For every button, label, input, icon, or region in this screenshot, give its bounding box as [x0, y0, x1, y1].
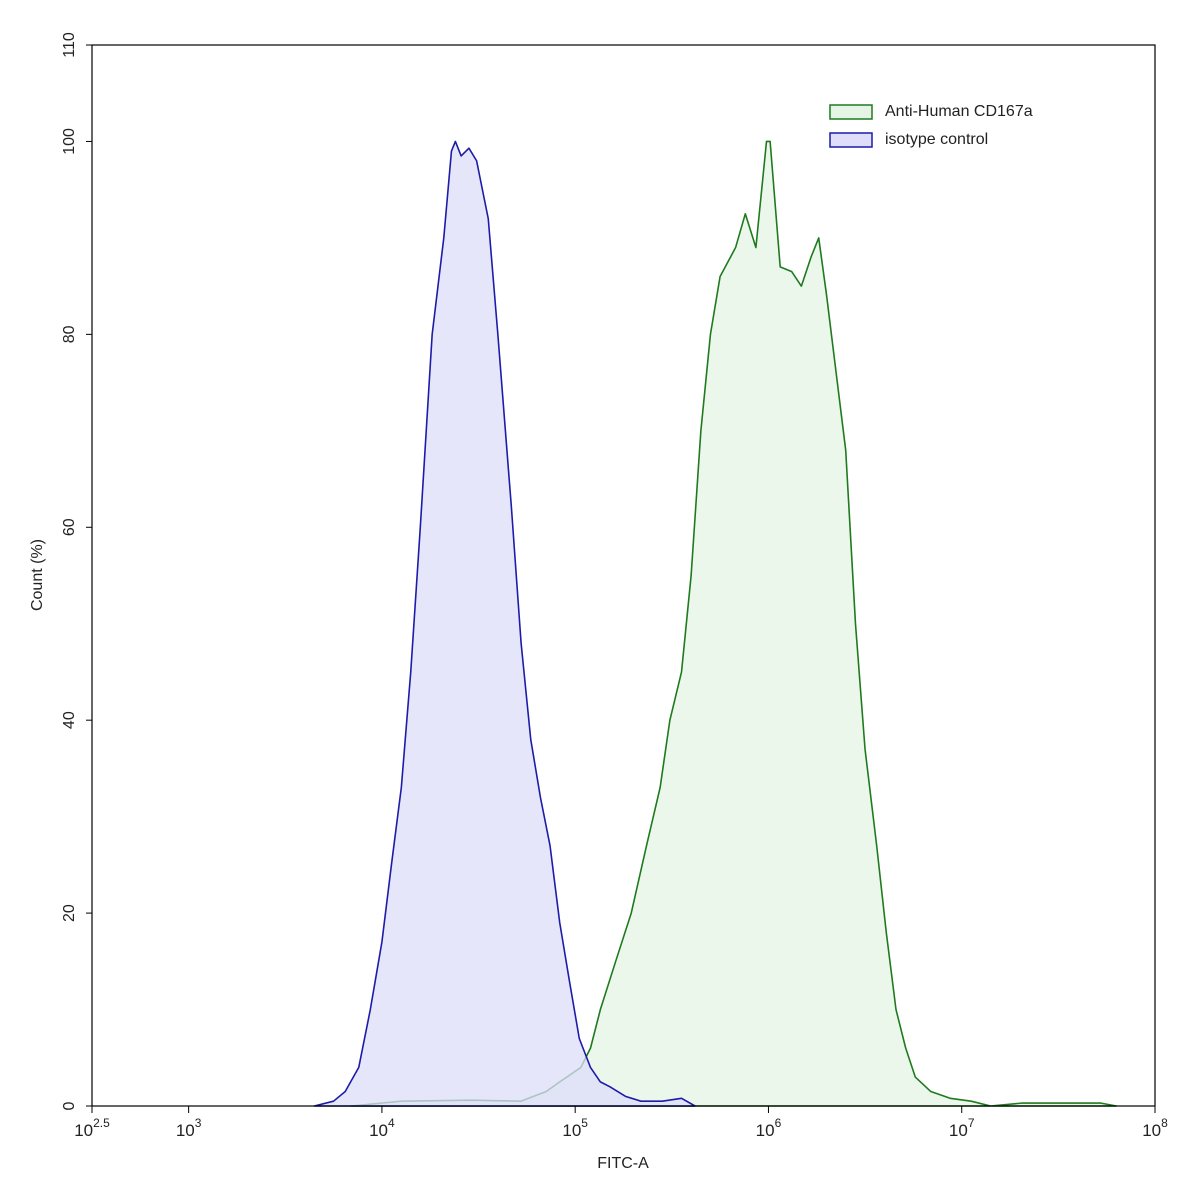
x-tick-base: 10 [369, 1121, 388, 1140]
x-axis-label: FITC-A [597, 1155, 649, 1172]
x-tick-base: 10 [74, 1121, 93, 1140]
x-tick-label: 106 [756, 1116, 782, 1140]
plot-frame [91, 44, 1156, 1107]
x-tick-label: 105 [562, 1116, 588, 1140]
y-tick-label: 40 [61, 711, 78, 729]
x-tick-base: 10 [756, 1121, 775, 1140]
x-tick-base: 10 [176, 1121, 195, 1140]
legend-swatch [829, 104, 873, 120]
x-tick-label: 107 [949, 1116, 975, 1140]
legend-label: Anti-Human CD167a [885, 103, 1033, 120]
x-tick-label: 102.5 [74, 1116, 110, 1140]
y-tick-label: 0 [61, 1101, 78, 1110]
x-tick-exponent: 2.5 [93, 1116, 110, 1130]
legend-label: isotype control [885, 131, 988, 148]
x-tick-exponent: 3 [195, 1116, 202, 1130]
histogram-area [350, 140, 1118, 1107]
y-tick-label: 110 [61, 32, 78, 58]
y-tick-label: 20 [61, 904, 78, 922]
x-tick-label: 108 [1142, 1116, 1168, 1140]
x-tick-base: 10 [949, 1121, 968, 1140]
x-tick-label: 103 [176, 1116, 202, 1140]
x-tick-base: 10 [562, 1121, 581, 1140]
legend-swatch [829, 132, 873, 148]
histogram-area [313, 140, 696, 1107]
x-tick-exponent: 6 [775, 1116, 782, 1130]
y-tick-label: 100 [61, 128, 78, 155]
y-axis-label: Count (%) [29, 539, 46, 611]
x-tick-exponent: 4 [388, 1116, 395, 1130]
x-tick-exponent: 8 [1161, 1116, 1168, 1130]
y-tick-label: 80 [61, 325, 78, 343]
x-tick-label: 104 [369, 1116, 395, 1140]
x-tick-exponent: 7 [968, 1116, 975, 1130]
y-tick-label: 60 [61, 518, 78, 536]
x-tick-base: 10 [1142, 1121, 1161, 1140]
x-tick-exponent: 5 [581, 1116, 588, 1130]
